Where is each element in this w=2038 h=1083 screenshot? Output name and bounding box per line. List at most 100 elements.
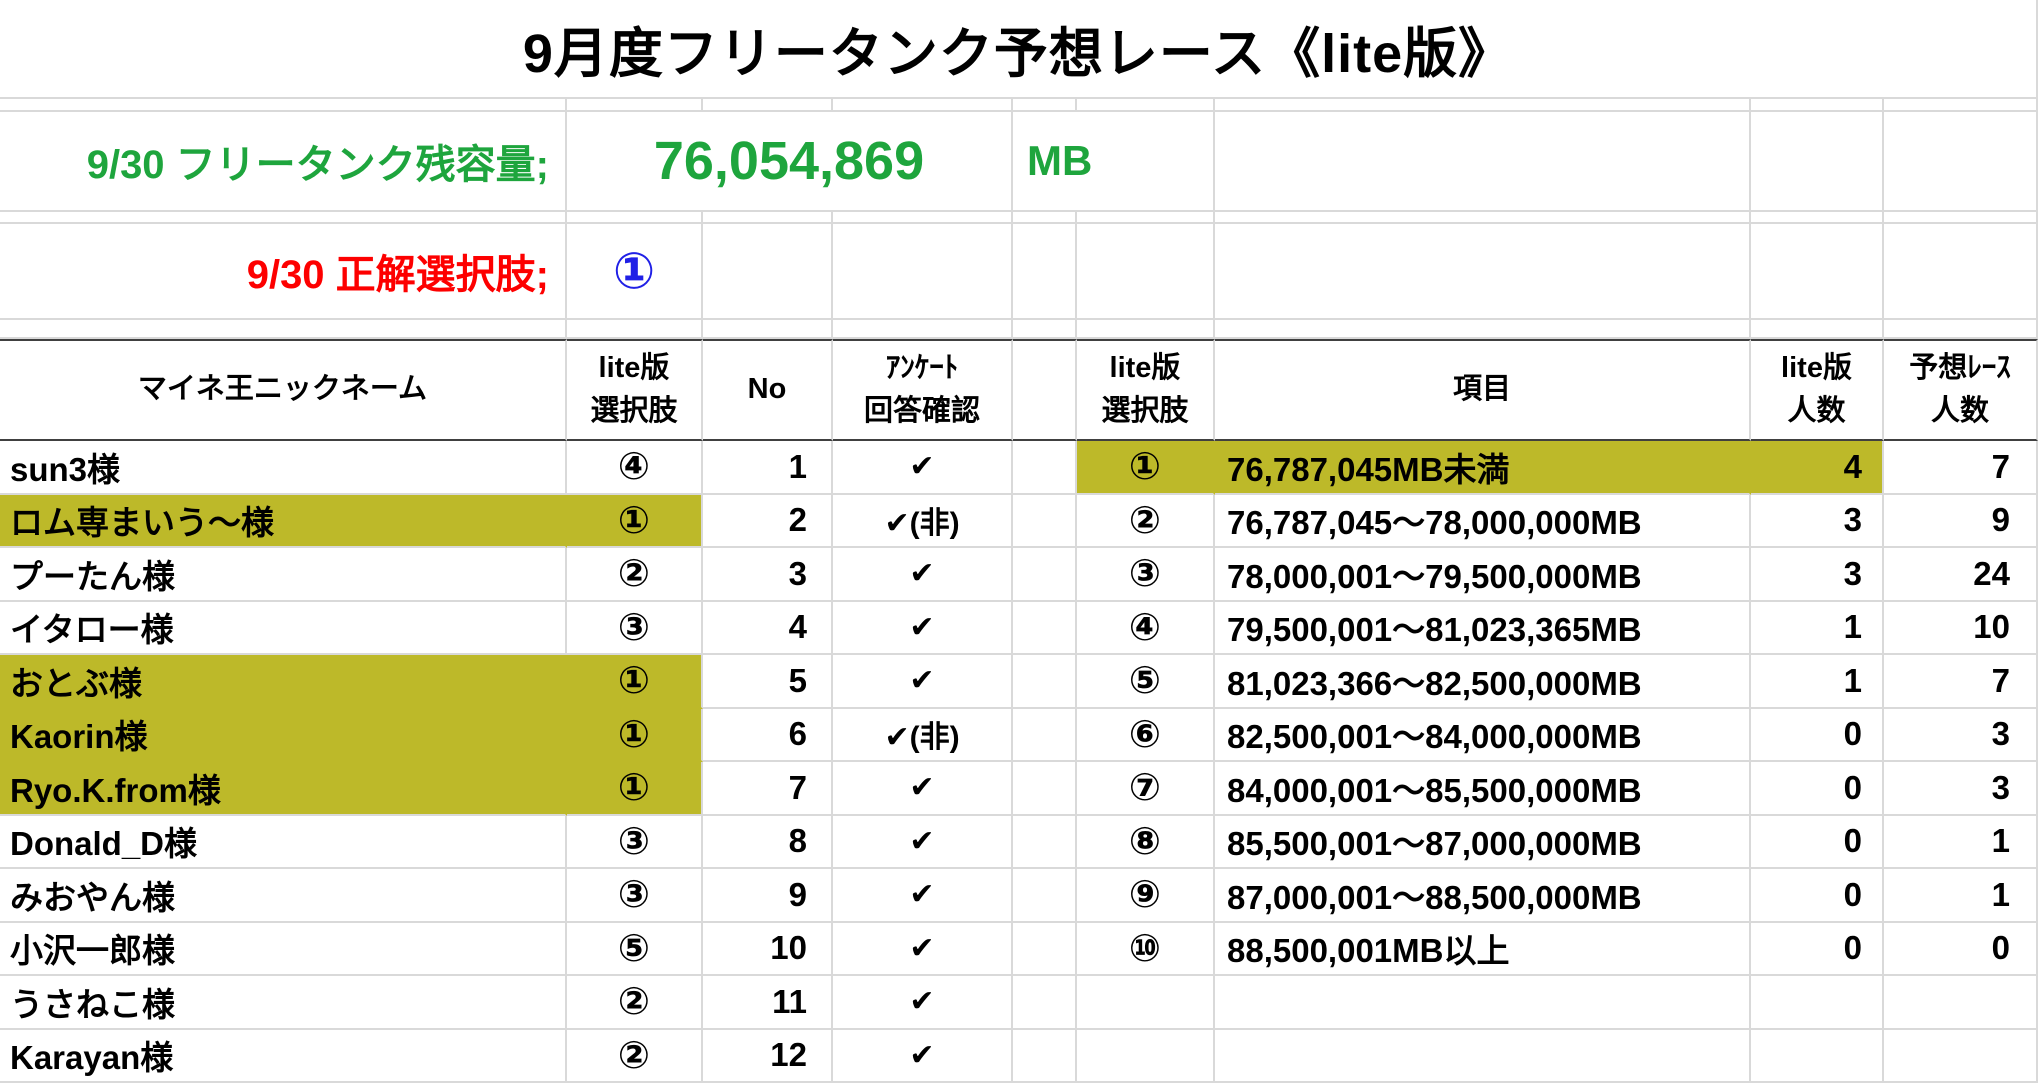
item-range-cell: 85,500,001～87,000,000MB (1215, 815, 1751, 869)
empty-cell (703, 99, 833, 112)
no-cell: 5 (703, 655, 833, 709)
no-cell: 7 (703, 762, 833, 816)
lite-count-cell (1751, 976, 1884, 1030)
nickname-cell: Ryo.K.from様 (0, 762, 567, 816)
no-cell: 8 (703, 815, 833, 869)
empty-cell (1215, 99, 1751, 112)
item-choice-cell (1077, 1029, 1215, 1083)
spacer-cell (1013, 441, 1077, 495)
item-range-cell: 88,500,001MB以上 (1215, 922, 1751, 976)
survey-check-cell: ✔ (833, 548, 1013, 602)
nickname-cell: Donald_D様 (0, 815, 567, 869)
lite-count-cell: 0 (1751, 815, 1884, 869)
item-range-cell: 78,000,001～79,500,000MB (1215, 548, 1751, 602)
empty-cell (833, 212, 1013, 224)
correct-answer-label: 9/30 正解選択肢; (0, 224, 567, 320)
nickname-cell: プーたん様 (0, 548, 567, 602)
item-choice-cell: ⑥ (1077, 708, 1215, 762)
item-choice-cell: ⑧ (1077, 815, 1215, 869)
nickname-cell: sun3様 (0, 441, 567, 495)
empty-cell (1013, 99, 1077, 112)
spacer-cell (1013, 976, 1077, 1030)
no-cell: 2 (703, 494, 833, 548)
race-count-cell (1884, 976, 2038, 1030)
empty-cell (703, 212, 833, 224)
lite-count-cell: 3 (1751, 548, 1884, 602)
item-choice-cell: ⑨ (1077, 869, 1215, 923)
lite-count-cell: 0 (1751, 922, 1884, 976)
empty-cell (1751, 212, 1884, 224)
lite-choice-cell: ③ (567, 601, 703, 655)
header-item: 項目 (1215, 339, 1751, 441)
survey-check-cell: ✔ (833, 1029, 1013, 1083)
item-choice-cell: ② (1077, 494, 1215, 548)
lite-choice-cell: ① (567, 762, 703, 816)
race-count-cell: 0 (1884, 922, 2038, 976)
lite-count-cell: 0 (1751, 869, 1884, 923)
empty-cell (1884, 99, 2038, 112)
race-count-cell: 10 (1884, 601, 2038, 655)
survey-check-cell: ✔ (833, 976, 1013, 1030)
survey-check-cell: ✔ (833, 655, 1013, 709)
no-cell: 3 (703, 548, 833, 602)
item-range-cell: 79,500,001～81,023,365MB (1215, 601, 1751, 655)
empty-cell (1215, 320, 1751, 339)
empty-cell (1884, 320, 2038, 339)
lite-choice-cell: ① (567, 708, 703, 762)
item-range-cell (1215, 976, 1751, 1030)
item-choice-cell: ⑤ (1077, 655, 1215, 709)
lite-choice-cell: ② (567, 548, 703, 602)
item-range-cell: 87,000,001～88,500,000MB (1215, 869, 1751, 923)
lite-choice-cell: ② (567, 1029, 703, 1083)
no-cell: 4 (703, 601, 833, 655)
item-choice-cell: ① (1077, 441, 1215, 495)
lite-count-cell: 4 (1751, 441, 1884, 495)
empty-cell (1884, 112, 2038, 212)
nickname-cell: Karayan様 (0, 1029, 567, 1083)
survey-check-cell: ✔ (833, 815, 1013, 869)
item-range-cell: 76,787,045MB未満 (1215, 441, 1751, 495)
no-cell: 1 (703, 441, 833, 495)
nickname-cell: Kaorin様 (0, 708, 567, 762)
lite-count-cell: 0 (1751, 762, 1884, 816)
spacer-header-cell (1013, 339, 1077, 441)
page-title: 9月度フリータンク予想レース《lite版》 (0, 0, 2038, 99)
race-count-cell: 24 (1884, 548, 2038, 602)
item-range-cell: 76,787,045～78,000,000MB (1215, 494, 1751, 548)
nickname-cell: うさねこ様 (0, 976, 567, 1030)
survey-check-cell: ✔ (833, 601, 1013, 655)
race-count-cell: 1 (1884, 815, 2038, 869)
empty-cell (703, 224, 833, 320)
spacer-cell (1013, 708, 1077, 762)
empty-cell (1215, 224, 1751, 320)
empty-cell (833, 99, 1013, 112)
item-range-cell: 81,023,366～82,500,000MB (1215, 655, 1751, 709)
header-lite-choice: lite版 選択肢 (567, 339, 703, 441)
spacer-cell (1013, 762, 1077, 816)
nickname-cell: みおやん様 (0, 869, 567, 923)
tank-remaining-value: 76,054,869 (567, 112, 1013, 212)
empty-cell (567, 320, 703, 339)
nickname-cell: イタロー様 (0, 601, 567, 655)
survey-check-cell: ✔ (833, 441, 1013, 495)
spacer-cell (1013, 1029, 1077, 1083)
survey-check-cell: ✔(非) (833, 494, 1013, 548)
empty-cell (1077, 320, 1215, 339)
lite-choice-cell: ① (567, 655, 703, 709)
empty-cell (1884, 212, 2038, 224)
header-item-choice: lite版 選択肢 (1077, 339, 1215, 441)
survey-check-cell: ✔(非) (833, 708, 1013, 762)
lite-count-cell: 3 (1751, 494, 1884, 548)
survey-check-cell: ✔ (833, 922, 1013, 976)
spacer-cell (1013, 922, 1077, 976)
empty-cell (0, 320, 567, 339)
empty-cell (1751, 112, 1884, 212)
lite-choice-cell: ③ (567, 815, 703, 869)
spacer-cell (1013, 869, 1077, 923)
race-count-cell (1884, 1029, 2038, 1083)
lite-choice-cell: ③ (567, 869, 703, 923)
item-choice-cell: ③ (1077, 548, 1215, 602)
survey-check-cell: ✔ (833, 869, 1013, 923)
empty-cell (1884, 224, 2038, 320)
